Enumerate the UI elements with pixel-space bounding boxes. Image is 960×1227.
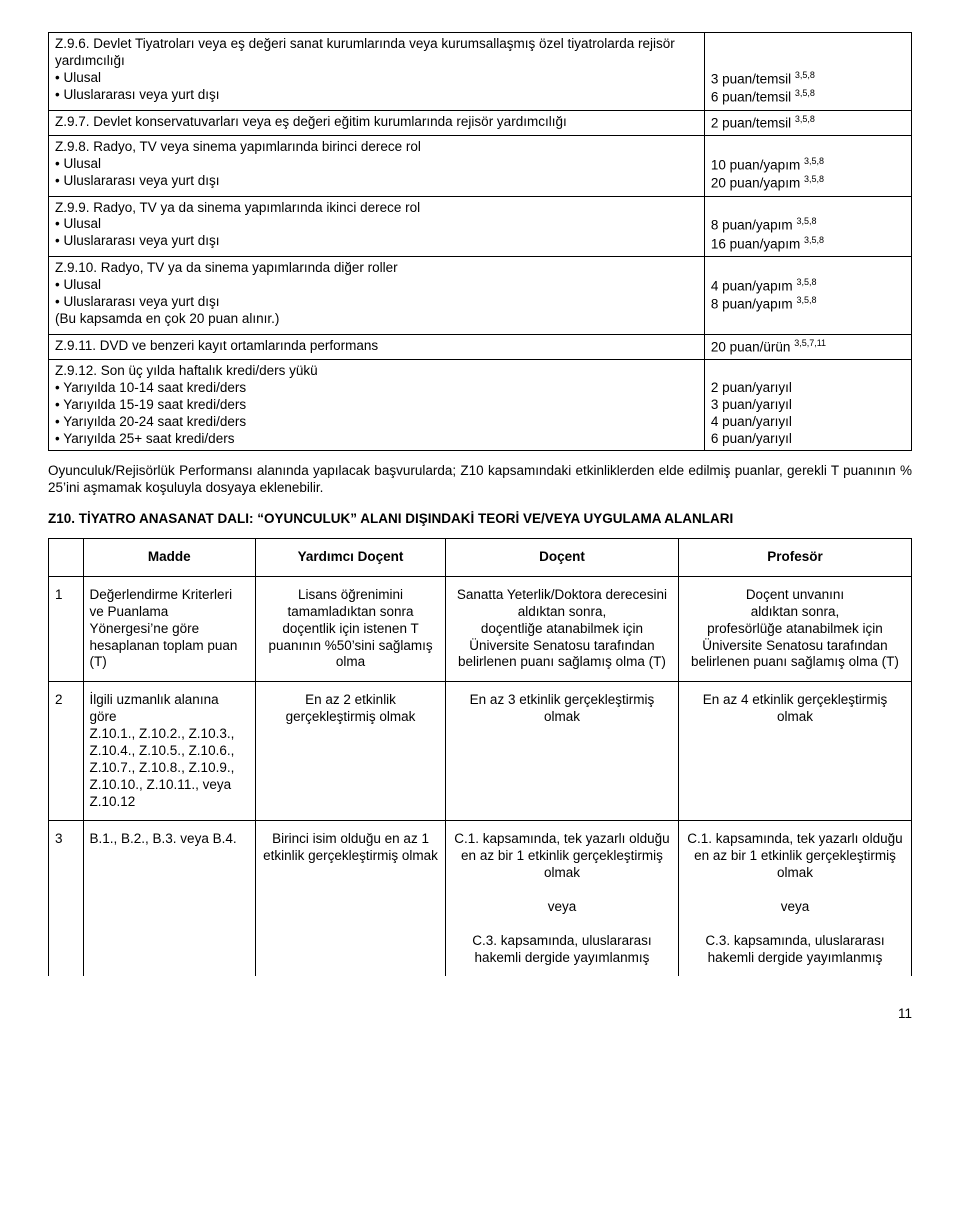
yd-cell: Birinci isim olduğu en az 1 etkinlik ger… bbox=[256, 821, 446, 977]
col-madde: Madde bbox=[83, 539, 256, 577]
row-number: 1 bbox=[49, 576, 84, 681]
points-value: 3 puan/temsil 3,5,86 puan/temsil 3,5,8 bbox=[704, 33, 911, 111]
points-value: 8 puan/yapım 3,5,816 puan/yapım 3,5,8 bbox=[704, 196, 911, 257]
row-number: 3 bbox=[49, 821, 84, 977]
points-row: Z.9.12. Son üç yılda haftalık kredi/ders… bbox=[49, 360, 912, 451]
col-doc: Doçent bbox=[445, 539, 678, 577]
criteria-table: Madde Yardımcı Doçent Doçent Profesör 1D… bbox=[48, 538, 912, 976]
prof-cell: En az 4 etkinlik gerçekleştirmiş olmak bbox=[678, 682, 911, 821]
points-value: 10 puan/yapım 3,5,820 puan/yapım 3,5,8 bbox=[704, 135, 911, 196]
points-row: Z.9.7. Devlet konservatuvarları veya eş … bbox=[49, 110, 912, 135]
col-prof: Profesör bbox=[678, 539, 911, 577]
points-row: Z.9.9. Radyo, TV ya da sinema yapımların… bbox=[49, 196, 912, 257]
doc-cell: En az 3 etkinlik gerçekleştirmiş olmak bbox=[445, 682, 678, 821]
criteria-row: 2İlgili uzmanlık alanına göreZ.10.1., Z.… bbox=[49, 682, 912, 821]
points-row: Z.9.8. Radyo, TV veya sinema yapımlarınd… bbox=[49, 135, 912, 196]
col-yd: Yardımcı Doçent bbox=[256, 539, 446, 577]
points-desc: Z.9.11. DVD ve benzeri kayıt ortamlarınd… bbox=[49, 334, 705, 359]
points-value: 20 puan/ürün 3,5,7,11 bbox=[704, 334, 911, 359]
points-desc: Z.9.7. Devlet konservatuvarları veya eş … bbox=[49, 110, 705, 135]
points-desc: Z.9.6. Devlet Tiyatroları veya eş değeri… bbox=[49, 33, 705, 111]
madde-cell: B.1., B.2., B.3. veya B.4. bbox=[83, 821, 256, 977]
col-blank bbox=[49, 539, 84, 577]
note-paragraph: Oyunculuk/Rejisörlük Performansı alanınd… bbox=[48, 463, 912, 497]
prof-cell: C.1. kapsamında, tek yazarlı olduğu en a… bbox=[678, 821, 911, 977]
row-number: 2 bbox=[49, 682, 84, 821]
points-row: Z.9.10. Radyo, TV ya da sinema yapımları… bbox=[49, 257, 912, 335]
points-row: Z.9.11. DVD ve benzeri kayıt ortamlarınd… bbox=[49, 334, 912, 359]
yd-cell: Lisans öğrenimini tamamladıktan sonra do… bbox=[256, 576, 446, 681]
page-number: 11 bbox=[48, 1006, 912, 1023]
yd-cell: En az 2 etkinlik gerçekleştirmiş olmak bbox=[256, 682, 446, 821]
points-table: Z.9.6. Devlet Tiyatroları veya eş değeri… bbox=[48, 32, 912, 451]
madde-cell: Değerlendirme Kriterlerive Puanlama Yöne… bbox=[83, 576, 256, 681]
criteria-row: 3B.1., B.2., B.3. veya B.4.Birinci isim … bbox=[49, 821, 912, 977]
criteria-row: 1Değerlendirme Kriterlerive Puanlama Yön… bbox=[49, 576, 912, 681]
prof-cell: Doçent unvanınıaldıktan sonra,profesörlü… bbox=[678, 576, 911, 681]
madde-cell: İlgili uzmanlık alanına göreZ.10.1., Z.1… bbox=[83, 682, 256, 821]
points-desc: Z.9.8. Radyo, TV veya sinema yapımlarınd… bbox=[49, 135, 705, 196]
points-desc: Z.9.9. Radyo, TV ya da sinema yapımların… bbox=[49, 196, 705, 257]
doc-cell: Sanatta Yeterlik/Doktora derecesinialdık… bbox=[445, 576, 678, 681]
doc-cell: C.1. kapsamında, tek yazarlı olduğu en a… bbox=[445, 821, 678, 977]
points-desc: Z.9.10. Radyo, TV ya da sinema yapımları… bbox=[49, 257, 705, 335]
section-title: Z10. TİYATRO ANASANAT DALI: “OYUNCULUK” … bbox=[48, 511, 912, 528]
points-desc: Z.9.12. Son üç yılda haftalık kredi/ders… bbox=[49, 360, 705, 451]
points-row: Z.9.6. Devlet Tiyatroları veya eş değeri… bbox=[49, 33, 912, 111]
points-value: 2 puan/temsil 3,5,8 bbox=[704, 110, 911, 135]
criteria-header-row: Madde Yardımcı Doçent Doçent Profesör bbox=[49, 539, 912, 577]
points-value: 4 puan/yapım 3,5,88 puan/yapım 3,5,8 bbox=[704, 257, 911, 335]
points-value: 2 puan/yarıyıl3 puan/yarıyıl4 puan/yarıy… bbox=[704, 360, 911, 451]
